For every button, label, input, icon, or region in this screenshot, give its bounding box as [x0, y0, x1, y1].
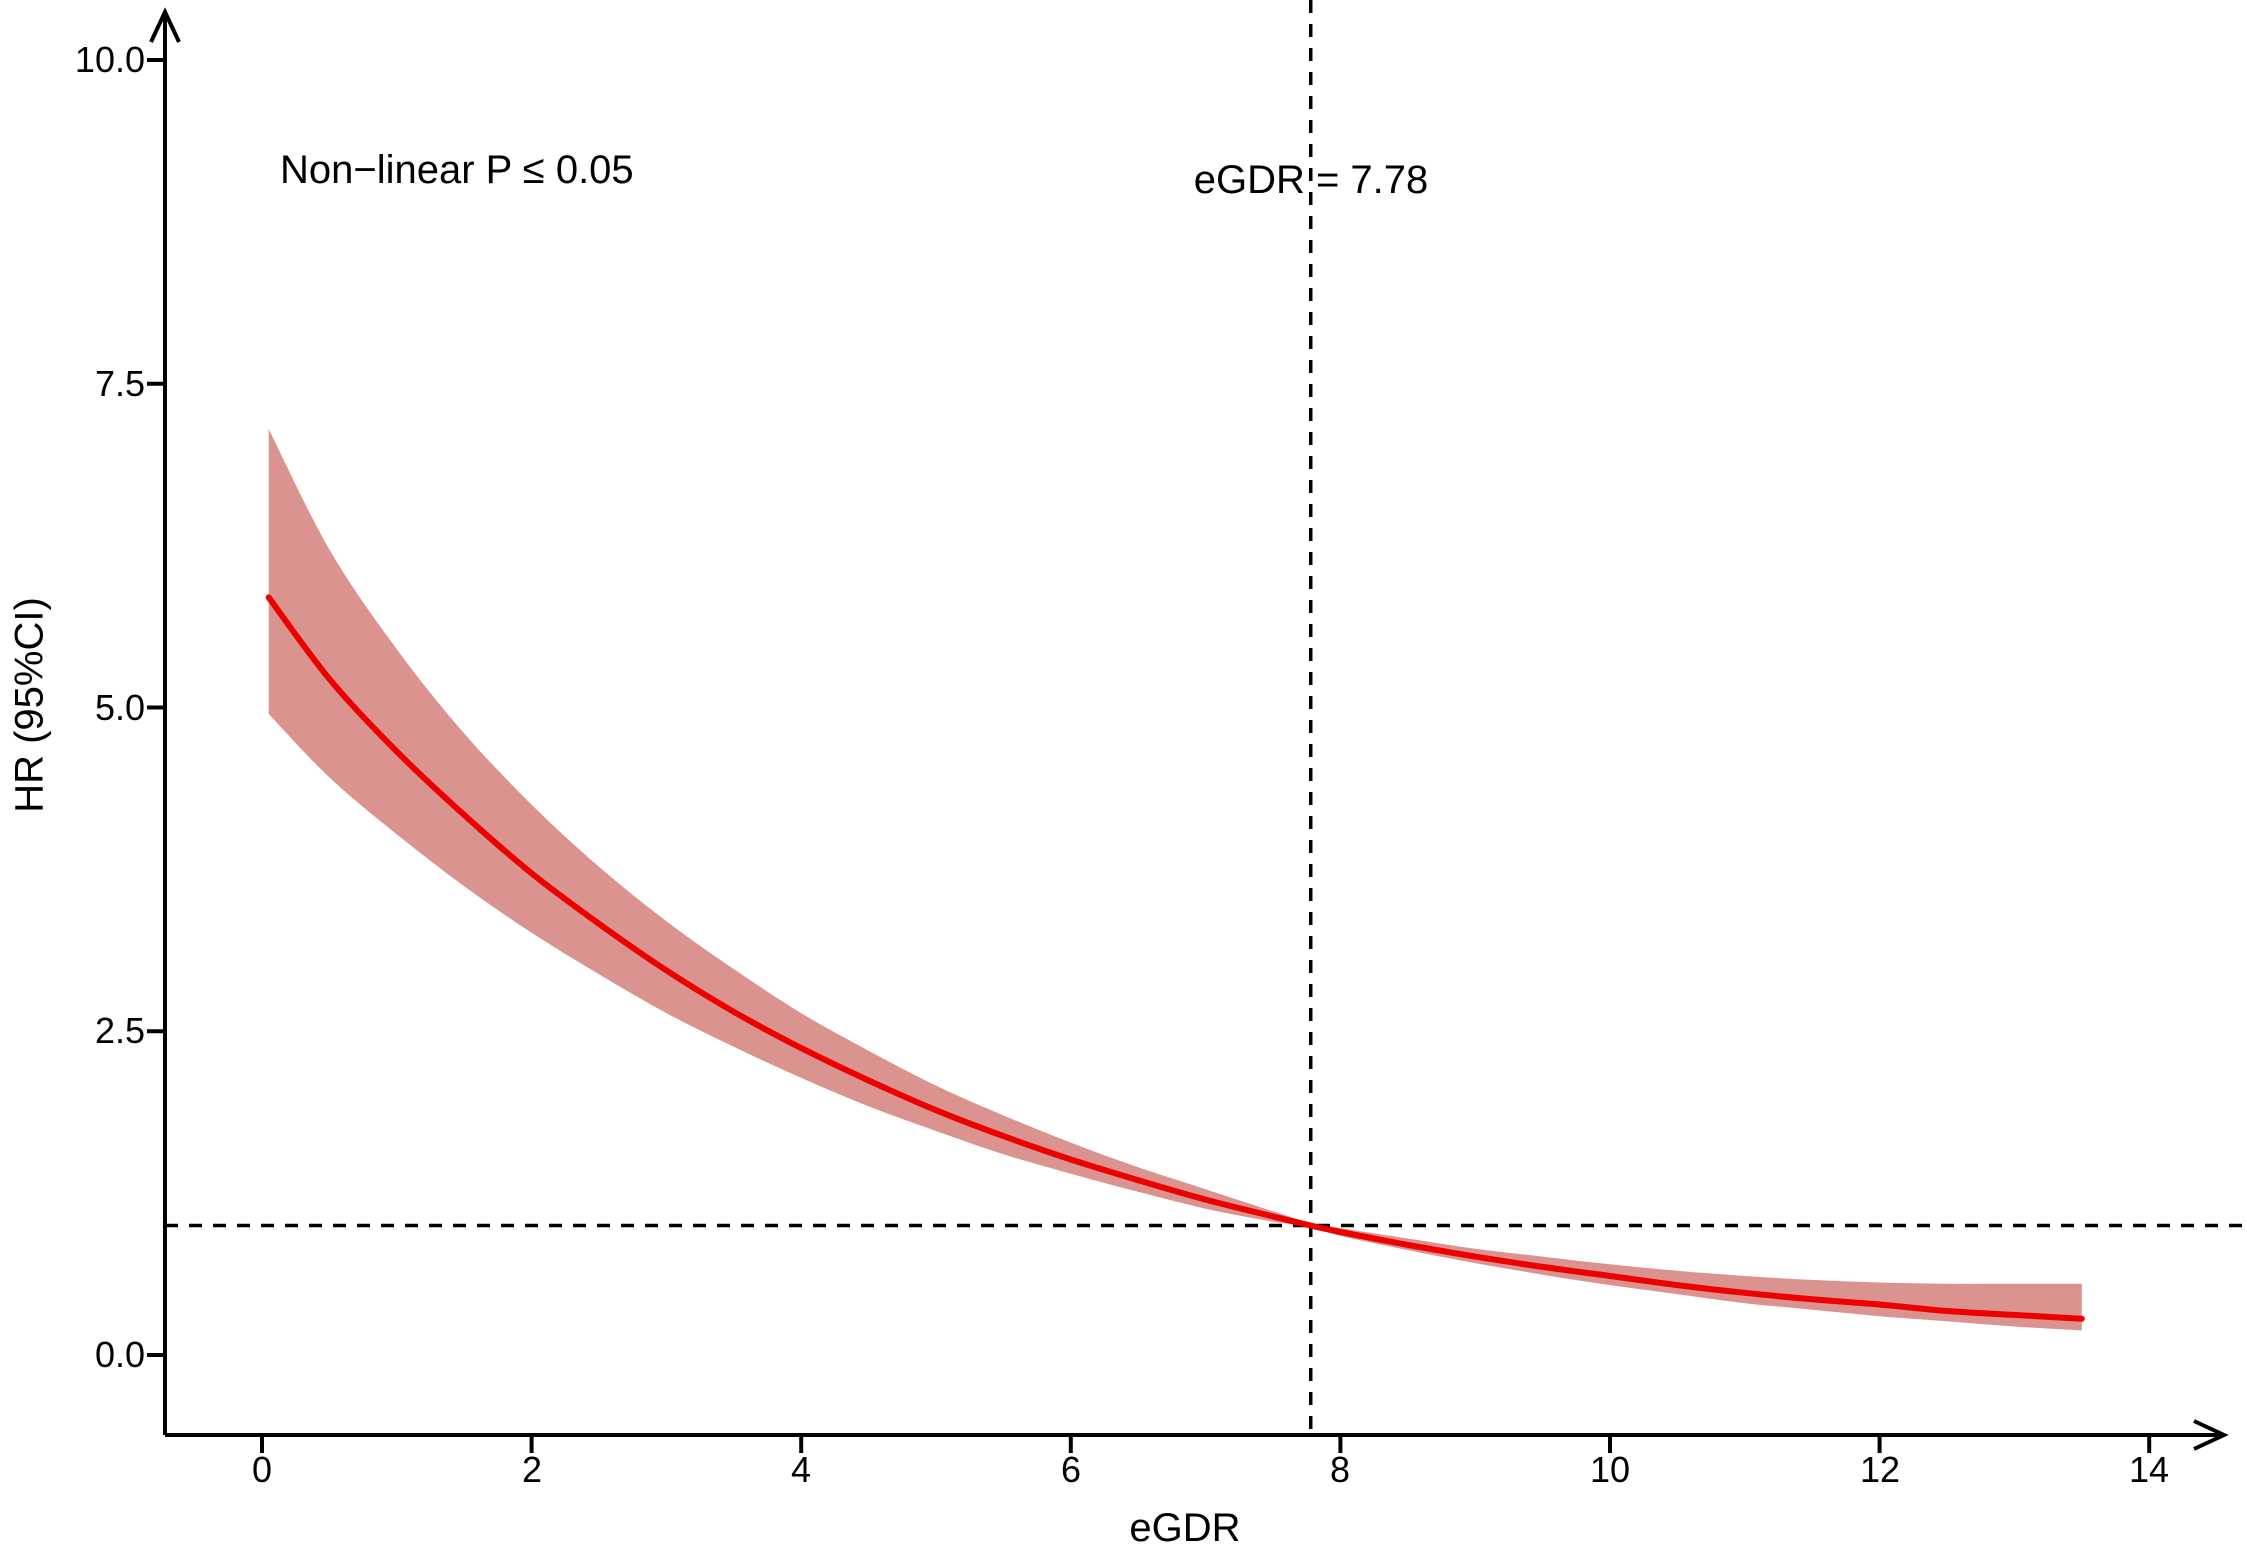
y-tick-label: 10.0: [74, 39, 145, 80]
x-axis-title: eGDR: [1129, 1506, 1241, 1550]
egdr-reference-annotation: eGDR = 7.78: [1193, 158, 1429, 202]
y-axis-title: HR (95%CI): [7, 597, 52, 813]
x-tick-label: 12: [1859, 1449, 1901, 1490]
x-tick-label: 8: [1329, 1449, 1351, 1490]
y-axis-arrow-icon: [149, 7, 181, 43]
y-tick-label: 2.5: [94, 1010, 145, 1051]
y-tick-label: 5.0: [94, 687, 145, 728]
hr-spline-line: [265, 594, 2085, 1322]
x-tick-label: 2: [521, 1449, 543, 1490]
y-tick-label: 0.0: [94, 1334, 145, 1375]
nonlinear-p-annotation: Non−linear P ≤ 0.05: [280, 148, 634, 192]
y-tick-label: 7.5: [94, 363, 145, 404]
x-tick-label: 10: [1589, 1449, 1631, 1490]
x-axis-arrow-icon: [2193, 1419, 2229, 1451]
x-tick-label: 0: [251, 1449, 273, 1490]
x-tick-label: 6: [1060, 1449, 1082, 1490]
x-tick-label: 14: [2128, 1449, 2170, 1490]
x-tick-label: 4: [790, 1449, 812, 1490]
